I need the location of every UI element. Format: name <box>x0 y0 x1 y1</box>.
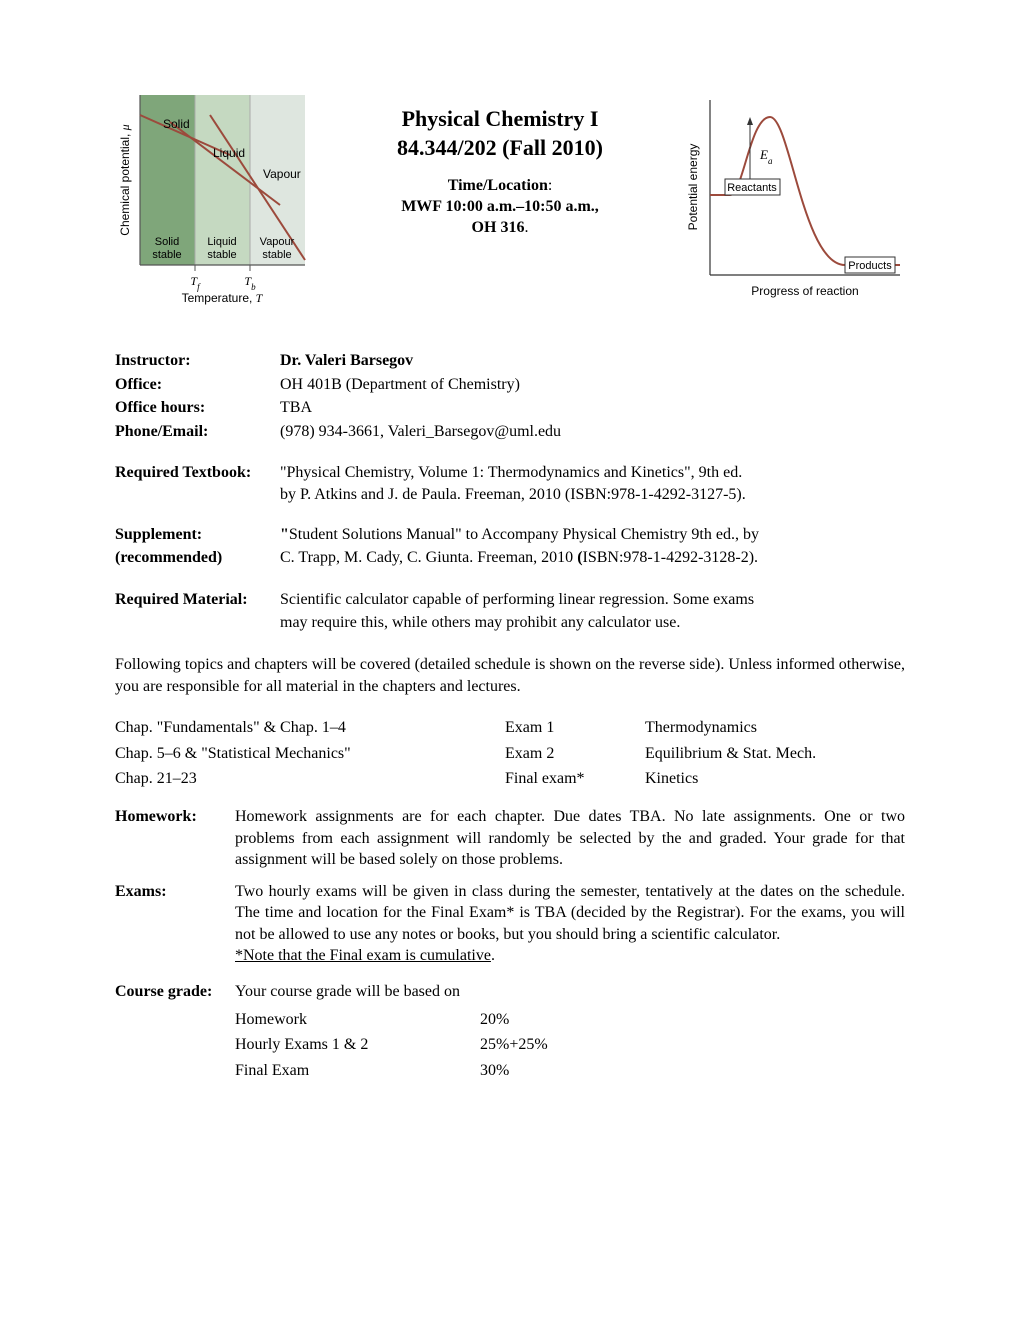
svg-text:Tf: Tf <box>190 274 201 292</box>
svg-text:Solid: Solid <box>163 117 190 131</box>
phone-value: (978) 934-3661, Valeri_Barsegov@uml.edu <box>280 421 905 443</box>
material-cont: may require this, while others may prohi… <box>280 612 905 634</box>
topic-exam: Exam 2 <box>505 741 645 767</box>
info-textbook: Required Textbook: "Physical Chemistry, … <box>115 462 905 484</box>
topic-row: Chap. 5–6 & "Statistical Mechanics" Exam… <box>115 741 905 767</box>
svg-text:stable: stable <box>207 249 236 261</box>
info-supplement: Supplement: "Student Solutions Manual" t… <box>115 524 905 546</box>
syllabus-page: Solid Liquid Vapour Solid stable Liquid … <box>0 0 1020 1143</box>
svg-text:Chemical potential, μ: Chemical potential, μ <box>118 124 132 235</box>
title-line1: Physical Chemistry I <box>402 106 599 131</box>
svg-text:Liquid: Liquid <box>207 236 236 248</box>
info-instructor: Instructor: Dr. Valeri Barsegov <box>115 350 905 372</box>
grade-table: Homework 20% Hourly Exams 1 & 2 25%+25% … <box>235 1007 548 1084</box>
supplement-label: Supplement: <box>115 524 280 546</box>
textbook-cont: by P. Atkins and J. de Paula. Freeman, 2… <box>280 484 905 506</box>
topic-chaps: Chap. "Fundamentals" & Chap. 1–4 <box>115 715 505 741</box>
grade-row: Hourly Exams 1 & 2 25%+25% <box>235 1032 548 1058</box>
topic-chaps: Chap. 5–6 & "Statistical Mechanics" <box>115 741 505 767</box>
svg-text:Solid: Solid <box>155 236 179 248</box>
timeloc-value1: MWF 10:00 a.m.–10:50 a.m., <box>401 198 599 215</box>
office-label: Office: <box>115 374 280 396</box>
svg-text:Temperature, T: Temperature, T <box>182 291 264 305</box>
grade-row: Final Exam 30% <box>235 1058 548 1084</box>
phase-diagram-svg: Solid Liquid Vapour Solid stable Liquid … <box>115 90 315 320</box>
homework-label: Homework: <box>115 806 235 871</box>
topic-area: Kinetics <box>645 766 905 792</box>
course-title: Physical Chemistry I 84.344/202 (Fall 20… <box>315 105 685 162</box>
material-value1: Scientific calculator capable of perform… <box>280 589 905 611</box>
topic-exam: Exam 1 <box>505 715 645 741</box>
office-value: OH 401B (Department of Chemistry) <box>280 374 905 396</box>
info-hours: Office hours: TBA <box>115 397 905 419</box>
instructor-label: Instructor: <box>115 350 280 372</box>
grade-item: Final Exam <box>235 1058 480 1084</box>
header: Solid Liquid Vapour Solid stable Liquid … <box>115 90 905 320</box>
info-phone: Phone/Email: (978) 934-3661, Valeri_Bars… <box>115 421 905 443</box>
info-table: Instructor: Dr. Valeri Barsegov Office: … <box>115 350 905 634</box>
instructor-value: Dr. Valeri Barsegov <box>280 350 905 372</box>
exams-label: Exams: <box>115 881 235 967</box>
supplement-value2: C. Trapp, M. Cady, C. Giunta. Freeman, 2… <box>280 547 905 569</box>
reaction-diagram: Ea Reactants Products Progress of reacti… <box>685 95 905 310</box>
svg-text:Reactants: Reactants <box>727 182 777 194</box>
info-recommended: (recommended) C. Trapp, M. Cady, C. Giun… <box>115 547 905 569</box>
topic-row: Chap. "Fundamentals" & Chap. 1–4 Exam 1 … <box>115 715 905 741</box>
exams-section: Exams: Two hourly exams will be given in… <box>115 881 905 967</box>
grade-row: Homework 20% <box>235 1007 548 1033</box>
grade-item: Hourly Exams 1 & 2 <box>235 1032 480 1058</box>
exams-text: Two hourly exams will be given in class … <box>235 881 905 967</box>
recommended-label: (recommended) <box>115 547 280 569</box>
svg-text:Products: Products <box>848 260 892 272</box>
phase-diagram: Solid Liquid Vapour Solid stable Liquid … <box>115 90 315 320</box>
intro-para: Following topics and chapters will be co… <box>115 654 905 697</box>
topic-area: Equilibrium & Stat. Mech. <box>645 741 905 767</box>
timeloc-value2: OH 316 <box>472 219 525 236</box>
timeloc-label: Time/Location <box>448 177 548 194</box>
topic-row: Chap. 21–23 Final exam* Kinetics <box>115 766 905 792</box>
svg-text:Progress of reaction: Progress of reaction <box>751 284 858 298</box>
textbook-label: Required Textbook: <box>115 462 280 484</box>
grade-item: Homework <box>235 1007 480 1033</box>
grade-pct: 30% <box>480 1058 548 1084</box>
material-label: Required Material: <box>115 589 280 611</box>
hours-value: TBA <box>280 397 905 419</box>
topic-exam: Final exam* <box>505 766 645 792</box>
grade-pct: 25%+25% <box>480 1032 548 1058</box>
grade-label: Course grade: <box>115 981 235 1003</box>
exams-note: *Note that the Final exam is cumulative <box>235 947 491 964</box>
title-block: Physical Chemistry I 84.344/202 (Fall 20… <box>315 90 685 239</box>
homework-section: Homework: Homework assignments are for e… <box>115 806 905 871</box>
svg-text:Ea: Ea <box>759 147 773 166</box>
svg-text:Vapour: Vapour <box>260 236 295 248</box>
svg-text:Tb: Tb <box>244 274 256 292</box>
grade-section: Course grade: Your course grade will be … <box>115 981 905 1003</box>
svg-text:Vapour: Vapour <box>263 167 301 181</box>
grade-intro: Your course grade will be based on <box>235 981 905 1003</box>
phone-label: Phone/Email: <box>115 421 280 443</box>
reaction-diagram-svg: Ea Reactants Products Progress of reacti… <box>685 95 905 310</box>
supplement-value1: "Student Solutions Manual" to Accompany … <box>280 524 905 546</box>
textbook-value1: "Physical Chemistry, Volume 1: Thermodyn… <box>280 462 905 484</box>
svg-text:stable: stable <box>152 249 181 261</box>
svg-text:Potential energy: Potential energy <box>686 144 700 231</box>
hours-label: Office hours: <box>115 397 280 419</box>
svg-text:stable: stable <box>262 249 291 261</box>
svg-text:Liquid: Liquid <box>213 146 245 160</box>
info-office: Office: OH 401B (Department of Chemistry… <box>115 374 905 396</box>
homework-text: Homework assignments are for each chapte… <box>235 806 905 871</box>
topics-table: Chap. "Fundamentals" & Chap. 1–4 Exam 1 … <box>115 715 905 792</box>
grade-pct: 20% <box>480 1007 548 1033</box>
title-line2: 84.344/202 (Fall 2010) <box>397 135 603 160</box>
topic-area: Thermodynamics <box>645 715 905 741</box>
topic-chaps: Chap. 21–23 <box>115 766 505 792</box>
time-location: Time/Location: MWF 10:00 a.m.–10:50 a.m.… <box>315 176 685 238</box>
info-material: Required Material: Scientific calculator… <box>115 589 905 611</box>
